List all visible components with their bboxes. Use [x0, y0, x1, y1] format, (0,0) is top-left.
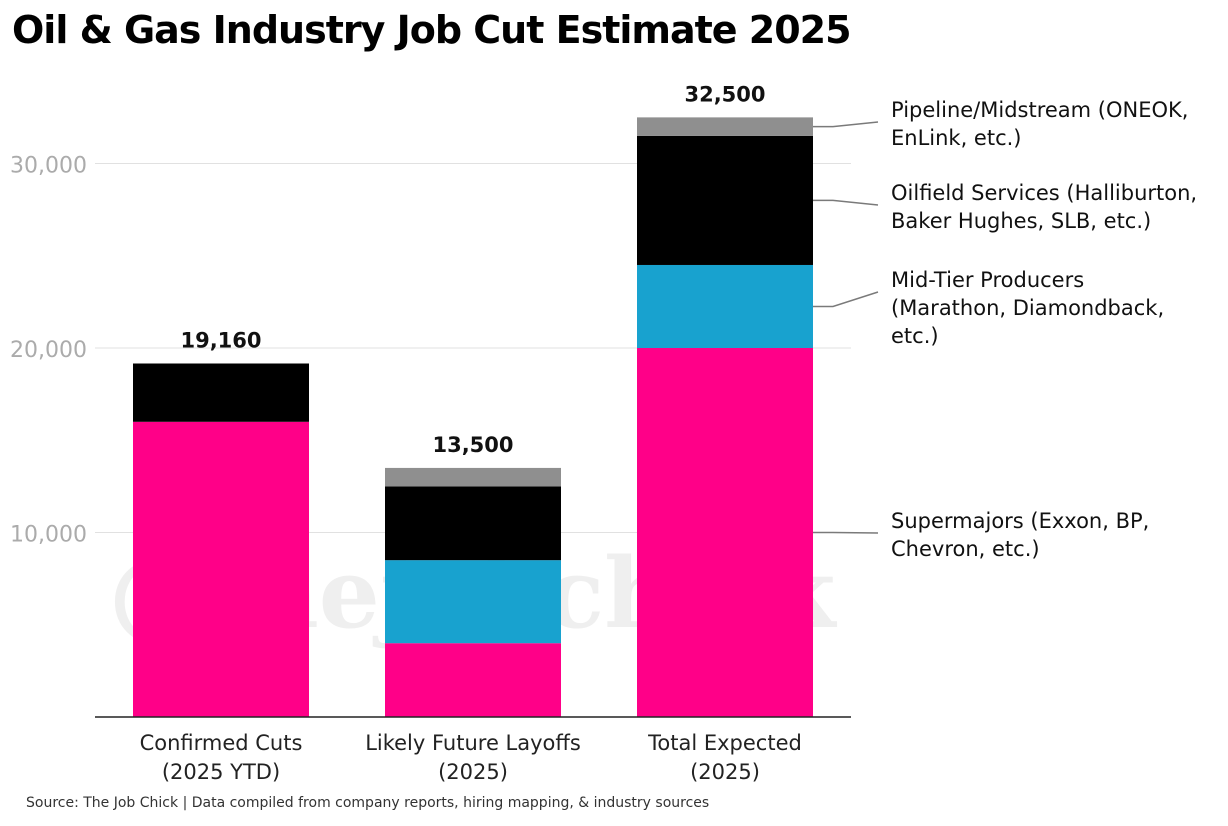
x-category-label: (2025 YTD) [162, 760, 280, 784]
x-category-label: Confirmed Cuts [140, 731, 303, 755]
bar-segment-oilfield-services [637, 135, 813, 265]
legend-label: Pipeline/Midstream (ONEOK, [891, 98, 1189, 122]
x-category-label: (2025) [690, 760, 760, 784]
bar-segment-supermajors [133, 421, 309, 717]
bar-segment-midstream [637, 117, 813, 136]
bar-segment-oilfield-services [385, 486, 561, 561]
y-tick-label: 20,000 [10, 338, 87, 363]
legend-label: Supermajors (Exxon, BP, [891, 509, 1149, 533]
legend-leader-line [813, 121, 879, 128]
y-tick-label: 10,000 [10, 523, 87, 548]
x-category-label: Total Expected [647, 731, 802, 755]
legend-label: EnLink, etc.) [891, 126, 1022, 150]
bar-segment-mid-tier [637, 264, 813, 348]
legend-label: Baker Hughes, SLB, etc.) [891, 209, 1151, 233]
legend-leader-line [813, 291, 879, 308]
source-note: Source: The Job Chick | Data compiled fr… [26, 795, 710, 811]
legend-label: Oilfield Services (Halliburton, [891, 181, 1197, 205]
chart-title: Oil & Gas Industry Job Cut Estimate 2025 [12, 8, 852, 52]
bar-segment-mid-tier [385, 560, 561, 644]
bar-segment-supermajors [637, 348, 813, 717]
x-category-label: Likely Future Layoffs [365, 731, 581, 755]
bar-segment-midstream [385, 467, 561, 487]
bar-segment-oilfield-services [133, 363, 309, 422]
legend-label: Chevron, etc.) [891, 537, 1040, 561]
legend-label: Mid-Tier Producers [891, 268, 1084, 292]
total-label: 32,500 [684, 82, 765, 106]
legend-leader-line [813, 531, 879, 534]
x-category-label: (2025) [438, 760, 508, 784]
total-label: 19,160 [180, 328, 261, 352]
legend-leader-line [813, 199, 879, 206]
bar-segment-supermajors [385, 643, 561, 717]
y-tick-label: 30,000 [10, 154, 87, 179]
total-label: 13,500 [432, 433, 513, 457]
legend-label: (Marathon, Diamondback, [891, 296, 1164, 320]
legend-label: etc.) [891, 324, 939, 348]
